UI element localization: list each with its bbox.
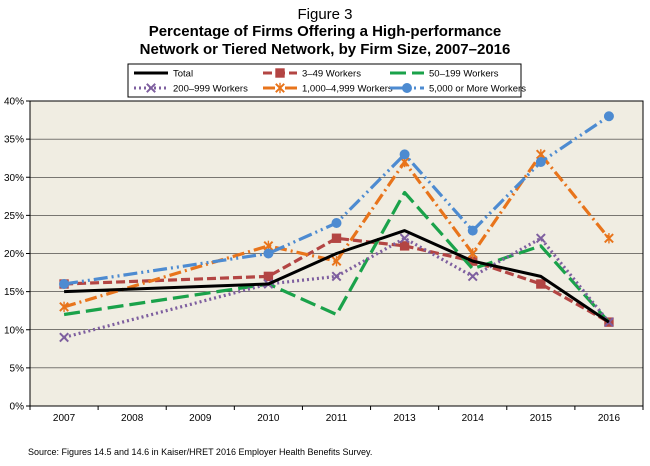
series-total	[64, 229, 610, 324]
marker-stroke	[146, 83, 156, 93]
data-point	[263, 271, 274, 282]
legend-label: 5,000 or More Workers	[429, 84, 526, 95]
data-point	[604, 233, 614, 244]
legend-label: Total	[173, 69, 193, 80]
legend-item-3-49-workers: 3–49 Workers	[263, 68, 361, 80]
legend-item-50-199-workers: 50–199 Workers	[390, 69, 499, 80]
x-tick-label: 2007	[53, 413, 76, 424]
series-line	[64, 229, 610, 324]
legend-label: 3–49 Workers	[302, 69, 361, 80]
x-tick-label: 2008	[121, 413, 144, 424]
legend-swatch-marker	[275, 82, 285, 94]
y-tick-label: 35%	[4, 135, 24, 146]
legend-item-200-999-workers: 200–999 Workers	[134, 83, 248, 95]
x-tick-label: 2010	[257, 413, 280, 424]
y-tick-label: 15%	[4, 287, 24, 298]
data-point	[331, 218, 342, 228]
legend-item-5-000-or-more-workers: 5,000 or More Workers	[390, 83, 526, 95]
data-point	[399, 241, 410, 251]
marker-stroke	[535, 233, 546, 244]
y-tick-label: 5%	[10, 363, 25, 374]
y-tick-label: 20%	[4, 249, 24, 260]
legend-item-total: Total	[134, 69, 193, 80]
x-tick-label: 2013	[393, 413, 416, 424]
legend-swatch-marker	[402, 83, 412, 93]
marker-stroke	[467, 271, 478, 282]
data-point	[467, 248, 478, 259]
marker-stroke	[59, 332, 69, 343]
chart-title-line-2: Network or Tiered Network, by Firm Size,…	[139, 41, 511, 58]
x-tick-label: 2011	[326, 413, 348, 424]
legend-item-1-000-4-999-workers: 1,000–4,999 Workers	[263, 82, 393, 95]
y-tick-label: 0%	[10, 402, 25, 413]
data-point	[331, 255, 342, 267]
legend-swatch-marker	[275, 68, 285, 78]
source-note: Source: Figures 14.5 and 14.6 in Kaiser/…	[28, 447, 373, 457]
marker-stroke	[331, 271, 342, 282]
legend-box	[127, 63, 522, 98]
data-point	[535, 233, 546, 244]
data-point	[59, 332, 69, 343]
chart-title-line-1: Percentage of Firms Offering a High-perf…	[148, 23, 502, 40]
x-tick-label: 2016	[598, 413, 621, 424]
x-tick-label: 2009	[189, 413, 212, 424]
data-point	[331, 271, 342, 282]
legend-label: 50–199 Workers	[429, 69, 499, 80]
y-tick-label: 30%	[4, 173, 24, 184]
y-tick-label: 10%	[4, 325, 24, 336]
axes: 0% 5% 10% 15% 20% 25% 30% 35% 40% 2007 2008 2009 201…	[4, 97, 644, 424]
x-tick-label: 2015	[530, 413, 553, 424]
data-point	[399, 233, 410, 244]
data-point	[331, 233, 342, 243]
y-tick-label: 40%	[4, 97, 24, 108]
data-point	[399, 149, 410, 160]
data-point	[59, 279, 70, 289]
x-tick-label: 2014	[462, 413, 485, 424]
data-point	[536, 279, 546, 289]
data-point	[535, 157, 546, 167]
data-point	[59, 301, 69, 313]
figure-label: Figure 3	[297, 6, 353, 23]
data-point	[263, 248, 274, 259]
data-point	[467, 271, 478, 282]
legend-label: 1,000–4,999 Workers	[302, 84, 393, 95]
marker-stroke	[604, 317, 614, 328]
marker-stroke	[399, 233, 410, 244]
data-point	[603, 111, 614, 122]
legend-label: 200–999 Workers	[173, 84, 248, 95]
series-5-000-or-more-workers	[59, 111, 614, 289]
y-tick-label: 25%	[4, 211, 24, 222]
data-point	[467, 225, 478, 236]
legend-swatch-marker	[146, 83, 156, 93]
series-layer	[59, 111, 614, 343]
legend: Total 3–49 Workers 50–199 Workers 200–999 W…	[127, 63, 526, 98]
